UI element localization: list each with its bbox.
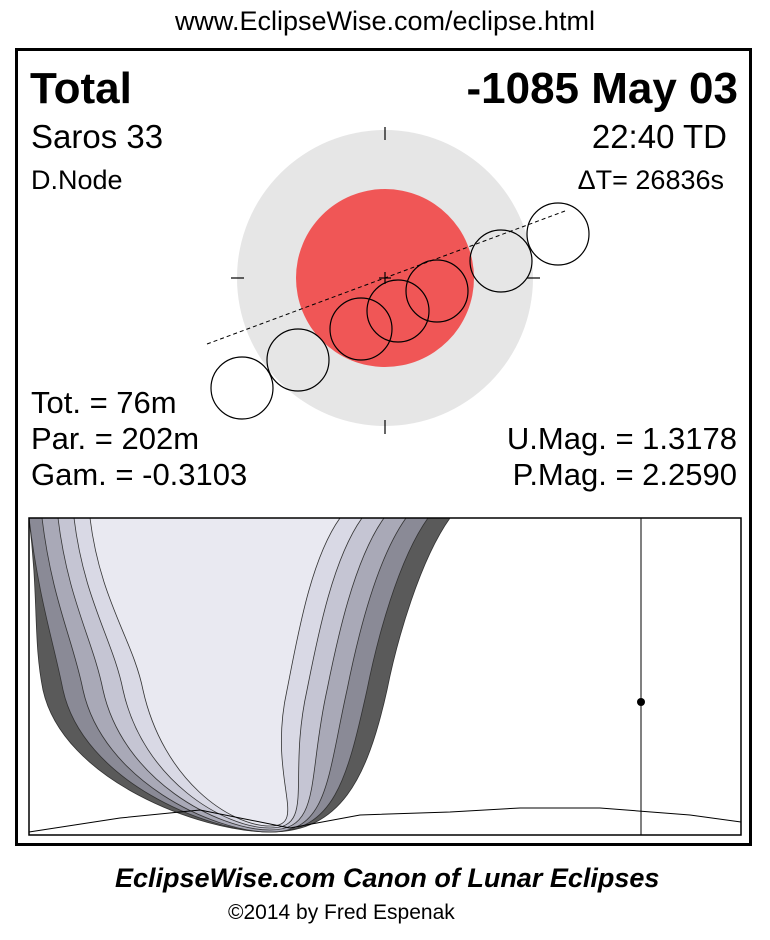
- saros: Saros 33: [31, 118, 164, 155]
- moon-position: [469, 229, 533, 293]
- moon-path-line: [206, 210, 566, 345]
- moon-position: [266, 328, 330, 392]
- eclipse-type: Total: [30, 64, 132, 113]
- node: D.Node: [31, 165, 123, 195]
- moon-position: [329, 297, 393, 361]
- gamma: Gam. = -0.3103: [31, 457, 248, 492]
- eclipse-visibility-zone: [89, 517, 341, 827]
- moon-position: [366, 279, 430, 343]
- moon-position: [405, 259, 469, 323]
- penumbral-magnitude: P.Mag. = 2.2590: [512, 457, 737, 492]
- moon-position: [526, 202, 590, 266]
- time: 22:40 TD: [591, 118, 727, 155]
- antarctica-coast: [28, 807, 742, 833]
- eclipse-panel: [15, 48, 752, 846]
- footer-title: EclipseWise.com Canon of Lunar Eclipses: [115, 863, 660, 893]
- totality-duration: Tot. = 76m: [31, 385, 177, 420]
- umbral-magnitude: U.Mag. = 1.3178: [506, 421, 737, 456]
- eclipse-date: -1085 May 03: [466, 64, 738, 113]
- url-header: www.EclipseWise.com/eclipse.html: [174, 6, 596, 36]
- delta-t: ΔT= 26836s: [577, 165, 724, 195]
- partial-duration: Par. = 202m: [31, 421, 200, 456]
- copyright: ©2014 by Fred Espenak: [228, 901, 455, 924]
- zenith-point: [637, 698, 645, 706]
- moon-position: [210, 356, 274, 420]
